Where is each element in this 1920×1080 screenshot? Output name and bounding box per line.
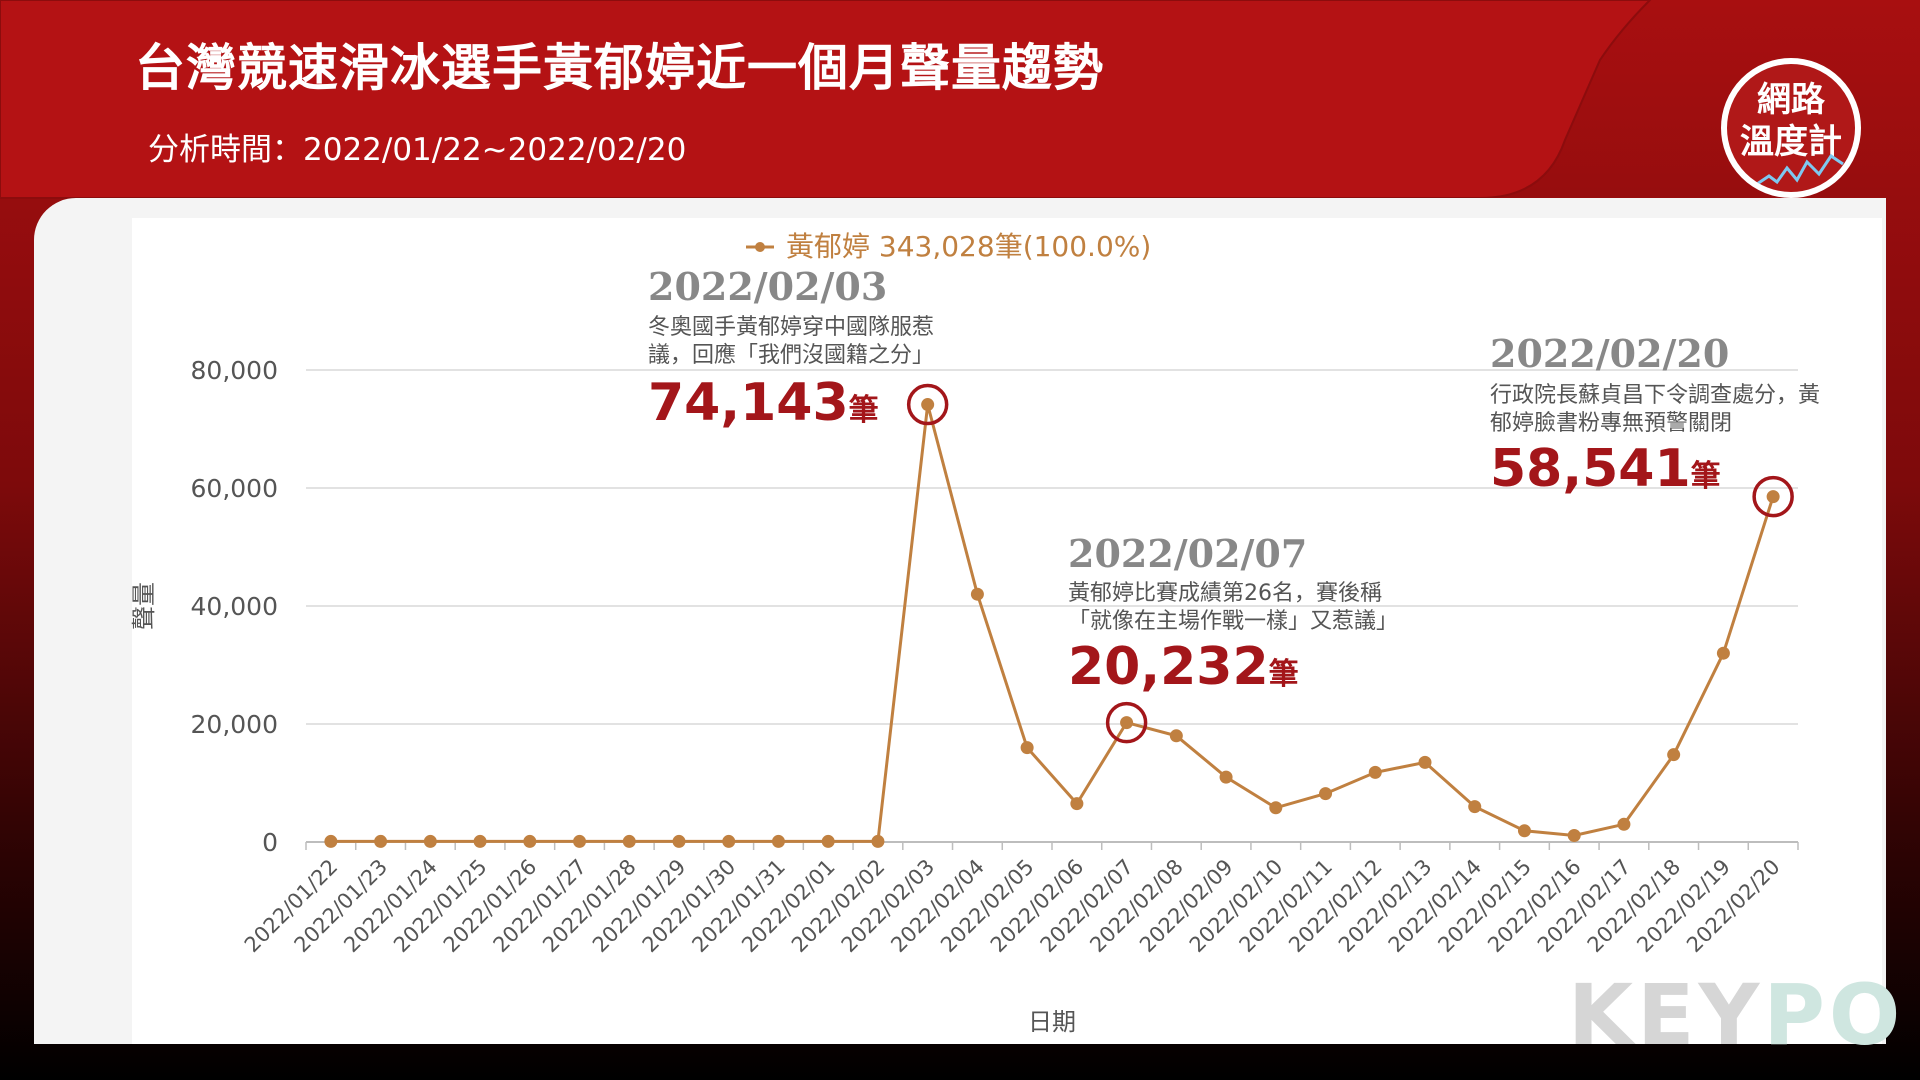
annotation-unit: 筆 — [1269, 657, 1299, 692]
data-point — [1617, 817, 1631, 831]
highlight-circle — [1752, 475, 1794, 518]
data-point — [1667, 748, 1681, 762]
legend-point-marker — [755, 242, 765, 252]
series-line-group — [330, 404, 1775, 843]
annotation-unit: 筆 — [849, 393, 879, 428]
series-points — [324, 398, 1780, 848]
data-point — [1269, 801, 1283, 815]
analysis-period: 分析時間：2022/01/22~2022/02/20 — [148, 132, 687, 168]
data-point — [423, 834, 437, 848]
annotation-value: 58,541筆 — [1490, 439, 1721, 499]
data-point — [1418, 755, 1432, 769]
badge-line1: 網路 — [1757, 80, 1825, 120]
data-point — [1517, 824, 1531, 838]
chart-inner-panel — [132, 218, 1882, 1044]
data-point — [970, 587, 984, 601]
x-axis-label: 日期 — [1028, 1008, 1076, 1036]
data-point — [1766, 490, 1780, 504]
watermark-po: PO — [1763, 966, 1905, 1064]
y-axis-label: 聲量 — [130, 582, 158, 630]
data-point — [722, 834, 736, 848]
highlight-circles — [906, 383, 1794, 744]
annotation-value: 20,232筆 — [1068, 637, 1299, 697]
data-point — [1020, 741, 1034, 755]
annotation-text: 黃郁婷比賽成績第26名，賽後稱 — [1068, 581, 1382, 606]
y-tick-label: 60,000 — [191, 474, 278, 503]
annotation-date: 2022/02/20 — [1490, 331, 1729, 376]
data-point — [1219, 770, 1233, 784]
data-point — [821, 834, 835, 848]
data-point — [473, 834, 487, 848]
highlight-circle — [1105, 701, 1148, 744]
keypo-watermark: KEYPO — [1568, 966, 1904, 1064]
annotation-text: 行政院長蘇貞昌下令調查處分，黃 — [1490, 383, 1820, 408]
header-shape — [0, 0, 1652, 199]
data-point — [921, 398, 935, 412]
data-point — [374, 834, 388, 848]
annotation-text: 郁婷臉書粉專無預警關閉 — [1490, 411, 1732, 436]
data-point — [1567, 829, 1581, 843]
data-point — [1468, 800, 1482, 814]
annotation-text: 冬奧國手黃郁婷穿中國隊服惹 — [648, 315, 934, 340]
data-point — [871, 834, 885, 848]
data-point — [771, 834, 785, 848]
data-point — [324, 834, 338, 848]
y-tick-labels: 0 20,000 40,000 60,000 80,000 — [191, 356, 278, 857]
annotation-unit: 筆 — [1691, 459, 1721, 494]
x-tick-labels: 2022/01/222022/01/232022/01/242022/01/25… — [240, 855, 1785, 958]
data-point — [1368, 765, 1382, 779]
data-point — [1319, 787, 1333, 801]
thermometer-logo-badge: 網路 溫度計 — [1721, 58, 1861, 198]
watermark-key: KEY — [1568, 966, 1764, 1064]
page-title: 台灣競速滑冰選手黃郁婷近一個月聲量趨勢 — [135, 39, 1104, 97]
data-point — [523, 834, 537, 848]
data-point — [622, 834, 636, 848]
data-point — [1070, 797, 1084, 811]
y-tick-label: 20,000 — [191, 710, 278, 739]
annotation-text: 議，回應「我們沒國籍之分」 — [648, 342, 934, 368]
data-point — [1120, 716, 1134, 730]
y-tick-label: 0 — [262, 828, 278, 857]
annotation-value: 74,143筆 — [648, 373, 879, 433]
legend: 黃郁婷 343,028筆(100.0%) — [746, 230, 1151, 263]
annotation-date: 2022/02/07 — [1068, 531, 1307, 576]
y-tick-label: 40,000 — [191, 592, 278, 621]
data-point — [672, 834, 686, 848]
data-point — [1169, 729, 1183, 743]
y-tick-label: 80,000 — [191, 356, 278, 385]
annotation-date: 2022/02/03 — [648, 264, 887, 309]
data-point — [573, 834, 587, 848]
annotation-text: 「就像在主場作戰一樣」又惹議」 — [1068, 609, 1398, 634]
series-line — [330, 404, 1775, 843]
data-point — [1716, 646, 1730, 660]
badge-pulse-icon — [1756, 153, 1844, 186]
legend-series-name: 黃郁婷 343,028筆(100.0%) — [786, 230, 1151, 263]
highlight-circle — [906, 383, 949, 426]
header-band — [0, 0, 1920, 210]
badge-line2: 溫度計 — [1740, 122, 1842, 162]
